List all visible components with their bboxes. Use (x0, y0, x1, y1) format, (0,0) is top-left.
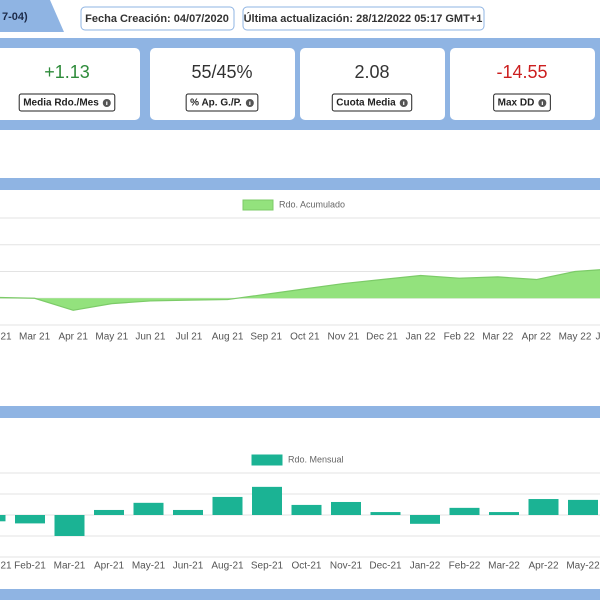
tab (0, 0, 64, 32)
stat-value: +1.13 (44, 62, 90, 82)
bar (0, 515, 6, 522)
stat-card (150, 48, 295, 120)
x-tick-label: Oct-21 (291, 561, 321, 572)
x-tick-label: Mar 21 (19, 332, 51, 343)
x-tick-label: Nov 21 (328, 332, 360, 343)
bar (370, 512, 401, 515)
stat-value: 2.08 (354, 62, 389, 82)
x-tick-label: Nov-21 (330, 561, 363, 572)
tab-label: 7-04) (2, 11, 28, 23)
info-icon-i (403, 101, 405, 105)
x-tick-label: Sep 21 (250, 332, 282, 343)
stat-label-box (18, 93, 116, 112)
x-tick-label: Apr 22 (522, 332, 552, 343)
created: Fecha Creación: 04/07/2020 (85, 13, 229, 25)
x-tick-label: Feb-22 (449, 561, 481, 572)
x-tick-label: 21 (0, 561, 12, 572)
x-tick-label: Dec-21 (369, 561, 402, 572)
x-tick-label: Apr-22 (528, 561, 558, 572)
x-tick-label: May 22 (559, 332, 592, 343)
stat-label-box (331, 93, 413, 112)
stat-label-box (493, 93, 551, 112)
bar (94, 509, 124, 515)
bar (410, 515, 440, 524)
bar (528, 499, 559, 515)
stat-value: -14.55 (496, 62, 547, 82)
stat-card (450, 48, 595, 120)
x-tick-label: Mar 22 (482, 332, 514, 343)
legend-label: Rdo. Acumulado (279, 199, 345, 209)
info-icon-i (106, 101, 108, 105)
bar (331, 501, 361, 515)
info-icon-i (249, 101, 251, 105)
legend-label: Rdo. Mensual (288, 454, 344, 464)
x-tick-label: May-21 (132, 561, 166, 572)
bar (568, 499, 598, 515)
x-tick-label: Mar-22 (488, 561, 520, 572)
x-tick-label: 21 (0, 332, 12, 343)
stat-label: % Ap. G./P. (190, 98, 242, 109)
legend-swatch (251, 454, 283, 466)
info-icon-i (541, 101, 543, 105)
stat-card (0, 48, 140, 120)
x-tick-label: Aug-21 (211, 561, 244, 572)
bar (173, 509, 203, 515)
created-box (80, 6, 235, 31)
bar (489, 512, 519, 515)
x-tick-label: Jun-21 (173, 561, 204, 572)
x-tick-label: Jun 21 (135, 332, 165, 343)
bar (252, 486, 282, 515)
x-tick-label: Feb-21 (14, 561, 46, 572)
updated: Última actualización: 28/12/2022 05:17 G… (244, 12, 483, 25)
x-tick-label: Jan-22 (410, 561, 441, 572)
x-tick-label: J (596, 332, 600, 343)
stat-card (300, 48, 445, 120)
x-tick-label: Apr-21 (94, 561, 124, 572)
bar (212, 496, 243, 515)
bar (291, 504, 322, 515)
stat-value: 55/45% (191, 62, 252, 82)
x-tick-label: Jul 21 (176, 332, 203, 343)
x-tick-label: Dec 21 (366, 332, 398, 343)
stat-label-box (185, 93, 259, 112)
bar (54, 515, 85, 536)
x-tick-label: May 21 (95, 332, 128, 343)
chart-footer (0, 589, 600, 600)
x-tick-label: Jan 22 (406, 332, 436, 343)
chart-header (0, 406, 600, 418)
bar (15, 515, 45, 524)
x-tick-label: Oct 21 (290, 332, 320, 343)
updated-box (242, 6, 485, 31)
x-tick-label: Mar-21 (54, 561, 86, 572)
x-tick-label: Feb 22 (444, 332, 476, 343)
stat-label: Media Rdo./Mes (23, 98, 99, 109)
stat-label: Max DD (498, 98, 535, 109)
legend-swatch (242, 199, 274, 211)
x-tick-label: May-22 (566, 561, 600, 572)
x-tick-label: Sep-21 (251, 561, 284, 572)
bar (133, 502, 164, 515)
stat-label: Cuota Media (336, 98, 396, 109)
x-tick-label: Aug 21 (212, 332, 244, 343)
area-line (0, 269, 600, 311)
chart-header (0, 178, 600, 190)
x-tick-label: Apr 21 (58, 332, 88, 343)
bar (449, 507, 480, 515)
